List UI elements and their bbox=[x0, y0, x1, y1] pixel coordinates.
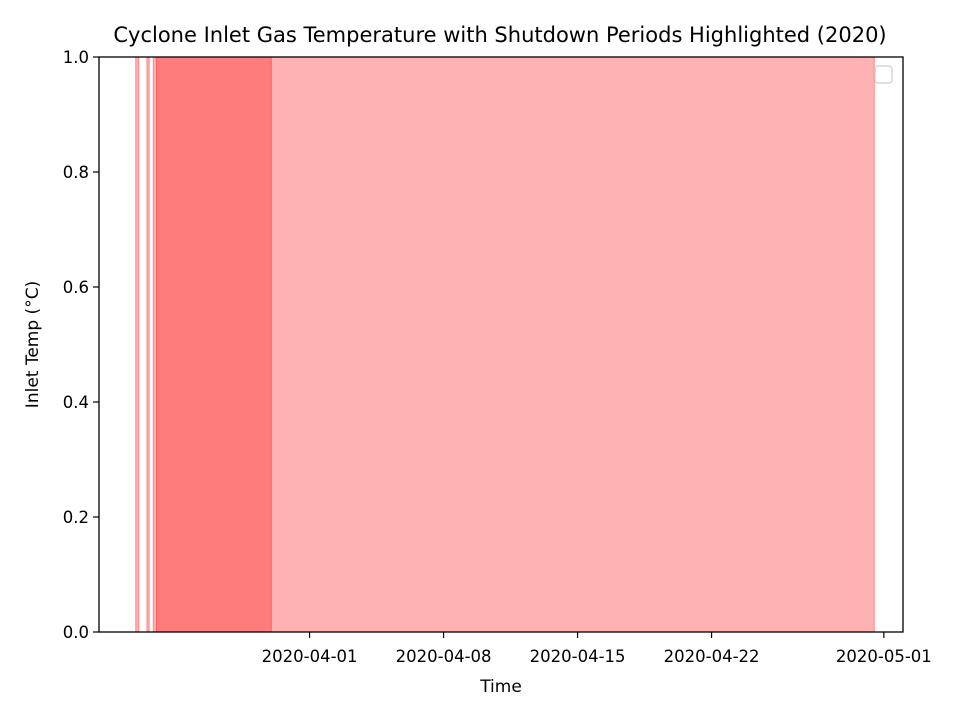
y-tick-label-3: 0.6 bbox=[63, 278, 89, 297]
x-tick-label-4: 2020-05-01 bbox=[836, 647, 932, 666]
x-axis: 2020-04-01 2020-04-08 2020-04-15 2020-04-22… bbox=[262, 632, 932, 666]
x-tick-label-1: 2020-04-08 bbox=[396, 647, 492, 666]
y-tick-label-2: 0.4 bbox=[63, 393, 89, 412]
chart-title: Cyclone Inlet Gas Temperature with Shutd… bbox=[113, 23, 886, 47]
x-tick-label-0: 2020-04-01 bbox=[262, 647, 358, 666]
plot-frame bbox=[98, 56, 904, 633]
shutdown-span-2 bbox=[152, 56, 272, 633]
legend-box bbox=[874, 65, 893, 84]
x-tick-label-3: 2020-04-22 bbox=[664, 647, 760, 666]
shutdown-span-3 bbox=[155, 56, 875, 633]
y-tick-label-0: 0.0 bbox=[63, 623, 89, 642]
x-tick-label-2: 2020-04-15 bbox=[530, 647, 626, 666]
y-tick-label-1: 0.2 bbox=[63, 508, 89, 527]
shutdown-spans bbox=[135, 56, 875, 633]
shutdown-span-1 bbox=[146, 56, 150, 633]
y-axis: 0.0 0.2 0.4 0.6 0.8 1.0 bbox=[63, 48, 99, 642]
y-axis-label: Inlet Temp (°C) bbox=[23, 281, 43, 408]
y-tick-label-5: 1.0 bbox=[63, 48, 89, 67]
x-axis-label: Time bbox=[479, 677, 522, 697]
shutdown-span-0 bbox=[135, 56, 140, 633]
y-tick-label-4: 0.8 bbox=[63, 163, 89, 182]
